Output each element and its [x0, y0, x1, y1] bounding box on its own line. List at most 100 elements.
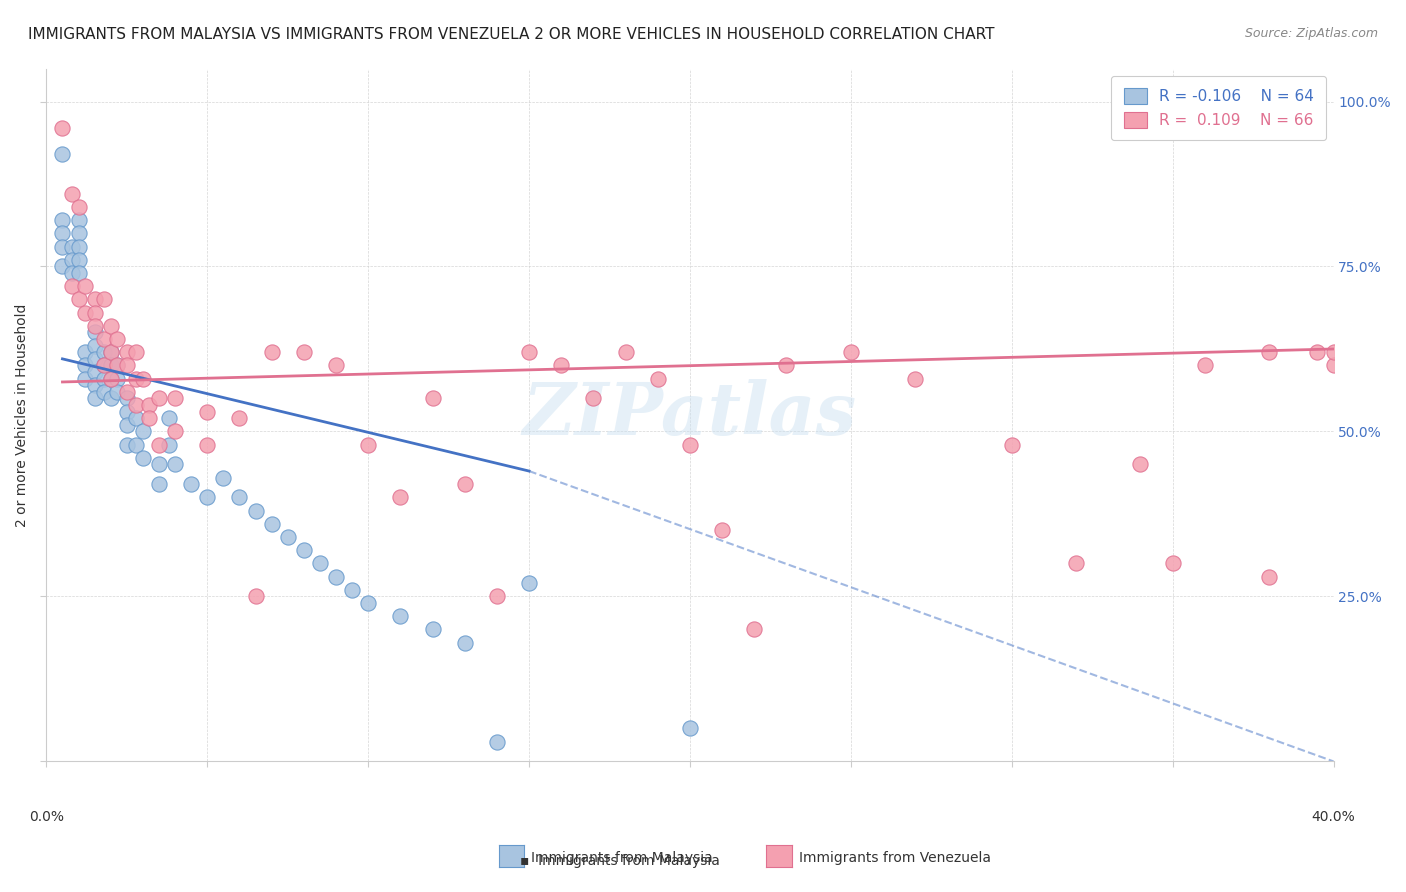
Point: [93, 359, 115, 373]
Point: [422, 392, 444, 406]
Point: [67, 227, 90, 241]
Point: [1322, 345, 1344, 359]
Point: [105, 372, 128, 386]
Point: [157, 411, 180, 425]
Point: [389, 609, 412, 624]
Point: [93, 384, 115, 399]
Point: [60, 266, 83, 280]
Point: [125, 345, 148, 359]
Point: [157, 437, 180, 451]
Point: [105, 384, 128, 399]
Point: [679, 437, 702, 451]
Point: [454, 477, 477, 491]
Point: [100, 359, 122, 373]
Point: [212, 470, 235, 484]
Point: [115, 392, 138, 406]
Point: [51, 227, 73, 241]
Point: [485, 590, 508, 604]
Point: [647, 372, 669, 386]
Legend: R = -0.106    N = 64, R =  0.109    N = 66: R = -0.106 N = 64, R = 0.109 N = 66: [1111, 76, 1326, 140]
Point: [245, 503, 267, 517]
Point: [148, 437, 170, 451]
Point: [100, 392, 122, 406]
Point: [1161, 557, 1184, 571]
Point: [60, 240, 83, 254]
Point: [228, 411, 250, 425]
Point: [83, 326, 105, 340]
Point: [67, 240, 90, 254]
Text: Immigrants from Venezuela: Immigrants from Venezuela: [799, 851, 991, 865]
Point: [105, 332, 128, 346]
Point: [67, 213, 90, 227]
Point: [485, 734, 508, 748]
Point: [67, 293, 90, 307]
Point: [517, 345, 540, 359]
Point: [389, 491, 412, 505]
Point: [73, 372, 96, 386]
Point: [115, 345, 138, 359]
Point: [357, 437, 380, 451]
Point: [115, 359, 138, 373]
Point: [711, 524, 734, 538]
Point: [115, 417, 138, 432]
Point: [260, 516, 283, 531]
Point: [100, 372, 122, 386]
Point: [83, 306, 105, 320]
Point: [454, 635, 477, 649]
Point: [93, 293, 115, 307]
Point: [260, 345, 283, 359]
Point: [83, 392, 105, 406]
Point: [195, 437, 218, 451]
Point: [93, 359, 115, 373]
Point: [309, 557, 332, 571]
Point: [115, 405, 138, 419]
Point: [742, 623, 765, 637]
Y-axis label: 2 or more Vehicles in Household: 2 or more Vehicles in Household: [15, 303, 30, 526]
Point: [93, 372, 115, 386]
Point: [100, 318, 122, 333]
Point: [73, 345, 96, 359]
Point: [51, 213, 73, 227]
Point: [165, 458, 187, 472]
Point: [100, 372, 122, 386]
Point: [148, 477, 170, 491]
Point: [325, 569, 347, 583]
Point: [165, 425, 187, 439]
Point: [105, 359, 128, 373]
Point: [517, 576, 540, 591]
Point: [60, 252, 83, 267]
Point: [67, 200, 90, 214]
Point: [83, 339, 105, 353]
Point: [100, 345, 122, 359]
Point: [679, 722, 702, 736]
Point: [105, 359, 128, 373]
Point: [165, 392, 187, 406]
Point: [51, 120, 73, 135]
Text: ZIPatlas: ZIPatlas: [523, 379, 858, 450]
Point: [83, 378, 105, 392]
Point: [138, 398, 160, 412]
Point: [51, 240, 73, 254]
Point: [148, 458, 170, 472]
Point: [195, 491, 218, 505]
Text: Source: ZipAtlas.com: Source: ZipAtlas.com: [1244, 27, 1378, 40]
Point: [839, 345, 862, 359]
Point: [340, 582, 363, 597]
Point: [1001, 437, 1024, 451]
Text: Immigrants from Malaysia: Immigrants from Malaysia: [531, 851, 713, 865]
Point: [775, 359, 797, 373]
Point: [245, 590, 267, 604]
Point: [67, 266, 90, 280]
Point: [132, 450, 155, 465]
Point: [1386, 345, 1406, 359]
Point: [125, 372, 148, 386]
Point: [93, 332, 115, 346]
Point: [73, 279, 96, 293]
Point: [132, 372, 155, 386]
Point: [1354, 345, 1376, 359]
Point: [1194, 359, 1216, 373]
Point: [73, 306, 96, 320]
Point: [125, 398, 148, 412]
Point: [550, 359, 572, 373]
Point: [83, 318, 105, 333]
